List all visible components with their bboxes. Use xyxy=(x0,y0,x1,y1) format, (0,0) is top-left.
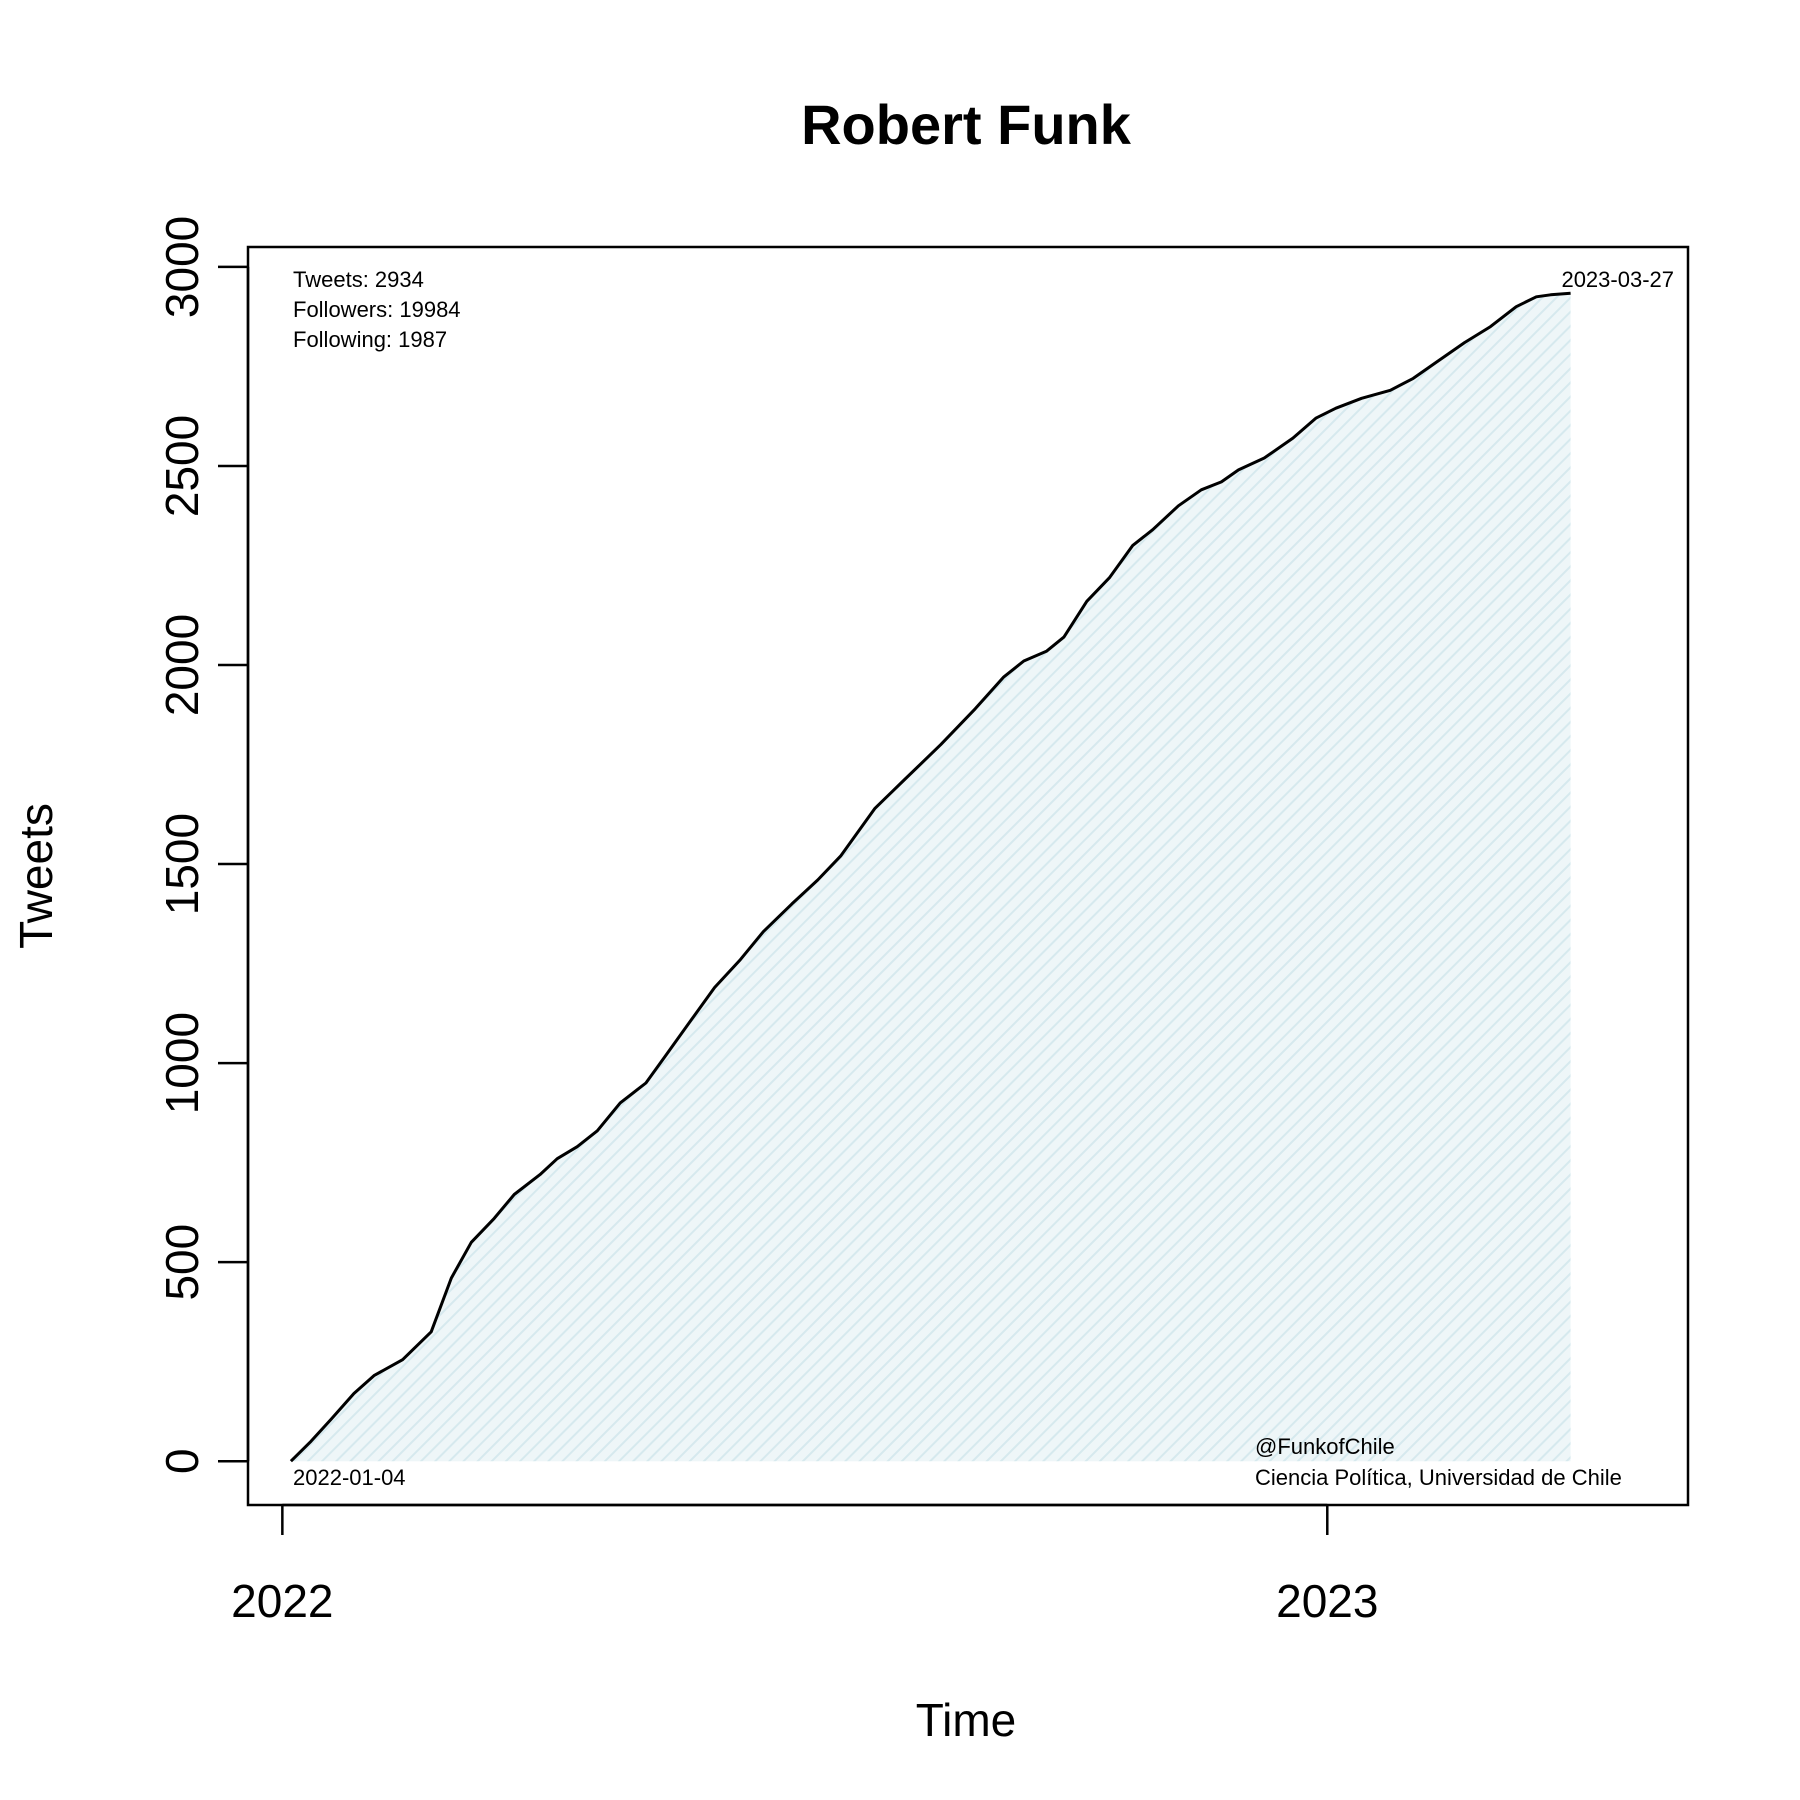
x-tick-label: 2023 xyxy=(1276,1575,1378,1627)
y-tick-label: 1500 xyxy=(156,813,208,915)
plot-area xyxy=(246,245,1690,1507)
y-tick-label: 500 xyxy=(156,1224,208,1301)
tweets-count-label: Tweets: 2934 xyxy=(293,267,424,292)
x-axis-title: Time xyxy=(916,1694,1017,1746)
start-date-label: 2022-01-04 xyxy=(293,1465,406,1490)
y-tick-label: 1000 xyxy=(156,1012,208,1114)
x-axis: 2022 2023 xyxy=(231,1503,1378,1627)
y-tick-label: 3000 xyxy=(156,216,208,318)
credit-handle-label: @FunkofChile xyxy=(1255,1434,1395,1459)
followers-count-label: Followers: 19984 xyxy=(293,297,461,322)
end-date-label: 2023-03-27 xyxy=(1561,267,1674,292)
y-axis-title: Tweets xyxy=(10,803,62,949)
chart-title: Robert Funk xyxy=(801,93,1132,156)
following-count-label: Following: 1987 xyxy=(293,327,447,352)
cumulative-tweets-line xyxy=(289,291,1571,1463)
y-tick-label: 2000 xyxy=(156,614,208,716)
x-tick-label: 2022 xyxy=(231,1575,333,1627)
cumulative-area-fill xyxy=(290,293,1571,1462)
y-tick-label: 0 xyxy=(156,1448,208,1474)
credit-affiliation-label: Ciencia Política, Universidad de Chile xyxy=(1255,1465,1622,1490)
y-tick-label: 2500 xyxy=(156,415,208,517)
y-axis: 0 500 1000 1500 2000 2500 3000 xyxy=(156,216,250,1474)
